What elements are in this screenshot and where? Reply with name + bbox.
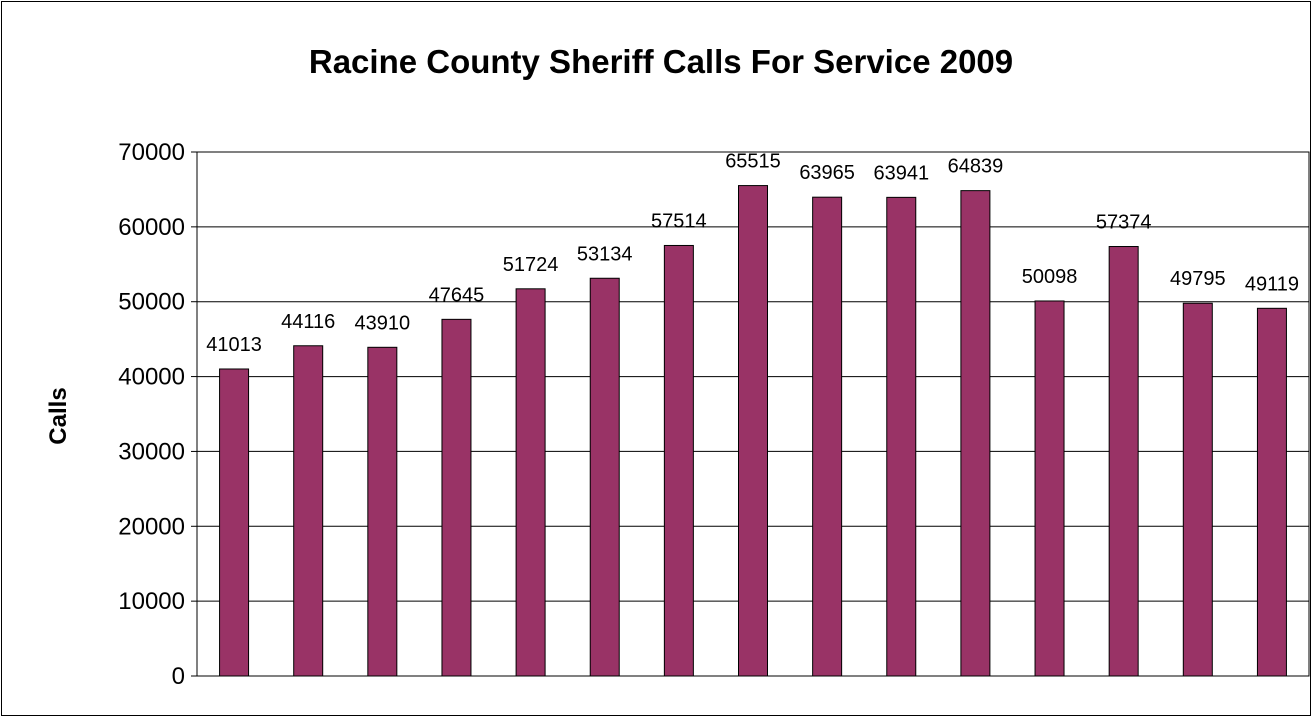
bar (1256, 307, 1287, 677)
bar (441, 318, 472, 677)
y-tick-label: 40000 (118, 364, 185, 391)
bar (738, 185, 768, 677)
data-label: 64839 (948, 156, 1004, 178)
data-label: 53134 (577, 243, 633, 265)
bar (960, 190, 991, 677)
data-label: 44116 (281, 311, 335, 333)
bar (1182, 302, 1213, 677)
bar (367, 346, 398, 677)
chart-title: Racine County Sheriff Calls For Service … (309, 43, 1013, 80)
y-tick-label: 20000 (118, 513, 185, 540)
data-label: 43910 (355, 312, 411, 334)
data-label: 57374 (1096, 212, 1152, 234)
data-label: 51724 (503, 254, 559, 276)
plot-area: 0 10000 20000 30000 40000 50000 60000 70000 4101… (118, 139, 1310, 690)
y-tick-label: 10000 (118, 588, 185, 615)
data-label: 57514 (651, 210, 707, 232)
data-label: 65515 (725, 151, 781, 173)
bar (886, 196, 917, 677)
bar (663, 244, 694, 677)
data-label: 63965 (799, 162, 855, 184)
y-tick-label: 70000 (118, 139, 185, 166)
data-label: 50098 (1022, 266, 1078, 288)
data-label: 47645 (429, 284, 485, 306)
bar (812, 196, 843, 677)
data-label: 49119 (1245, 273, 1299, 295)
y-tick-label: 60000 (118, 214, 185, 241)
data-label: 49795 (1170, 268, 1226, 290)
y-tick-label: 0 (172, 663, 185, 690)
data-label: 63941 (873, 162, 929, 184)
bar (1108, 246, 1139, 677)
bar (515, 288, 546, 677)
bar (293, 345, 324, 677)
bar (589, 277, 620, 677)
y-tick-label: 50000 (118, 289, 185, 316)
bar (219, 368, 250, 677)
bar (1034, 300, 1065, 677)
y-tick-label: 30000 (118, 438, 185, 465)
data-label: 41013 (206, 334, 262, 356)
y-axis-label: Calls (45, 387, 72, 444)
